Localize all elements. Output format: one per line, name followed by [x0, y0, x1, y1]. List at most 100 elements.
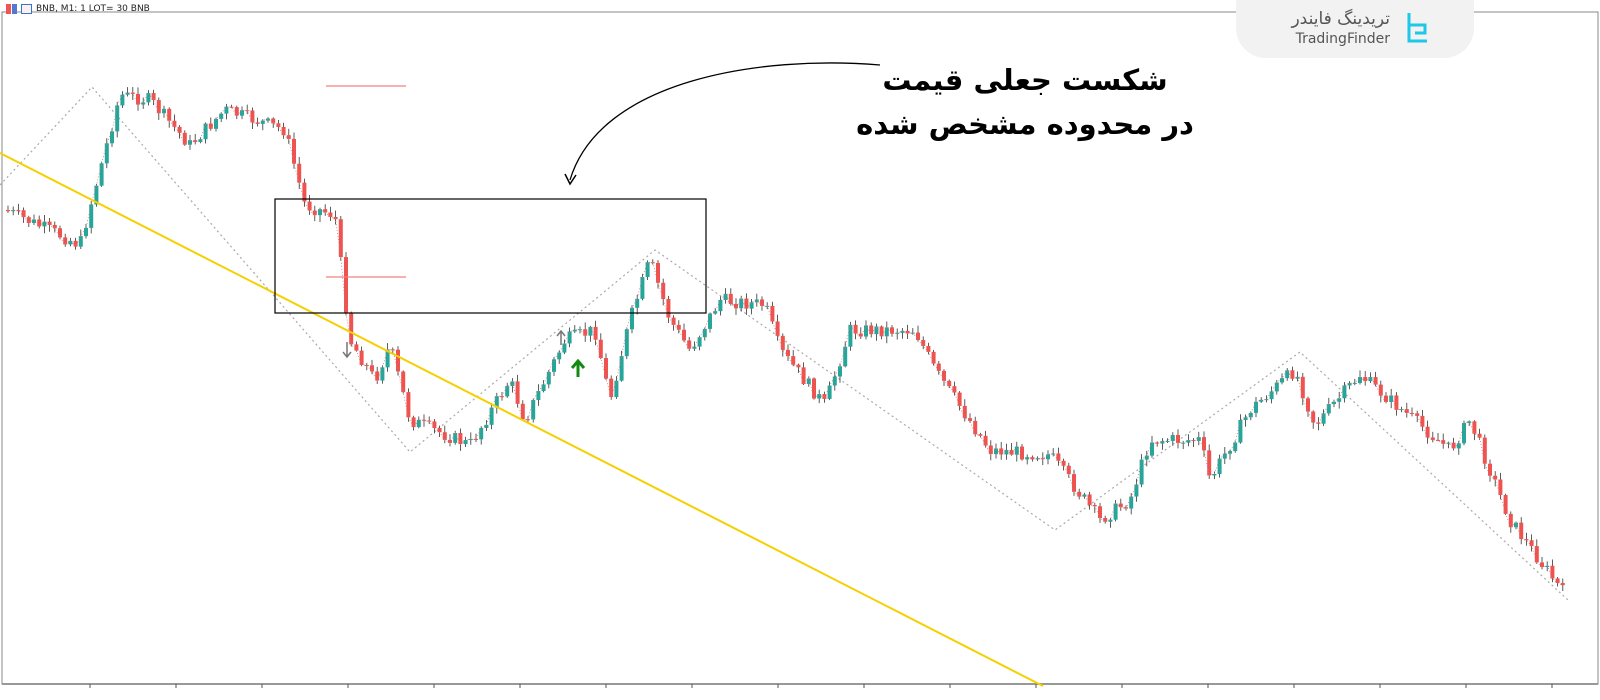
check-icon[interactable]	[21, 4, 32, 14]
bullish-candle	[1274, 382, 1279, 392]
bearish-candle	[583, 329, 588, 336]
bullish-candle	[505, 386, 510, 397]
bearish-candle	[1410, 412, 1414, 414]
bearish-candle	[307, 201, 312, 211]
bearish-candle	[474, 438, 478, 440]
bearish-candle	[375, 371, 380, 381]
bullish-candle	[240, 110, 244, 116]
bullish-candle	[11, 210, 16, 212]
bearish-candle	[422, 419, 426, 421]
buy-entry-arrow-icon	[570, 358, 586, 377]
bullish-candle	[120, 94, 125, 106]
bearish-candle	[1519, 522, 1524, 540]
bearish-candle	[271, 118, 276, 124]
bearish-candle	[962, 405, 967, 419]
bearish-candle	[349, 313, 354, 345]
bullish-candle	[489, 407, 494, 425]
bullish-candle	[1217, 458, 1222, 475]
bearish-candle	[302, 182, 307, 202]
bearish-candle	[167, 108, 172, 121]
bearish-candle	[905, 330, 910, 334]
bearish-candle	[182, 132, 187, 145]
bullish-candle	[214, 118, 218, 129]
bearish-candle	[666, 299, 671, 318]
bullish-candle	[510, 381, 515, 387]
bullish-candle	[198, 139, 203, 143]
bearish-candle	[52, 224, 57, 229]
bearish-candle	[1550, 565, 1555, 579]
bearish-candle	[411, 417, 416, 428]
bearish-candle	[791, 356, 796, 365]
bearish-candle	[234, 107, 239, 116]
bearish-candle	[1477, 433, 1482, 438]
bullish-candle	[32, 219, 36, 224]
bullish-candle	[1238, 420, 1243, 443]
bullish-candle	[463, 440, 468, 445]
bullish-candle	[723, 293, 728, 301]
bearish-candle	[297, 163, 302, 183]
bearish-candle	[515, 381, 520, 404]
bearish-candle	[6, 210, 10, 212]
bullish-candle	[1233, 442, 1238, 452]
bearish-candle	[952, 386, 957, 393]
bearish-candle	[172, 120, 177, 127]
bearish-candle	[312, 210, 317, 216]
bullish-candle	[1326, 404, 1331, 414]
bearish-candle	[406, 392, 411, 418]
bearish-candle	[276, 123, 281, 127]
bullish-candle	[84, 227, 88, 237]
bearish-candle	[1316, 422, 1321, 424]
bearish-candle	[338, 219, 343, 258]
logo-persian-text: تریدینگ فایندر	[1291, 9, 1390, 29]
bearish-candle	[978, 434, 983, 436]
bearish-candle	[1098, 506, 1102, 518]
bearish-candle	[936, 363, 941, 371]
bearish-candle	[390, 349, 395, 351]
bullish-candle	[1254, 401, 1258, 413]
bullish-candle	[203, 123, 208, 140]
bearish-candle	[1488, 463, 1492, 476]
bullish-candle	[1228, 451, 1232, 454]
bearish-candle	[1176, 434, 1180, 443]
bearish-candle	[770, 305, 775, 322]
bullish-candle	[708, 313, 712, 329]
bearish-candle	[1363, 377, 1368, 382]
bullish-candle	[453, 433, 458, 443]
bullish-candle	[494, 396, 499, 408]
bearish-candle	[354, 344, 359, 351]
bearish-candle	[364, 364, 369, 366]
bearish-candle	[760, 299, 764, 306]
bearish-candle	[26, 217, 31, 224]
bullish-candle	[1134, 484, 1139, 497]
bullish-candle	[1269, 391, 1274, 400]
bullish-candle	[1352, 382, 1357, 384]
bullish-candle	[718, 300, 723, 312]
trendline	[0, 152, 1044, 687]
annotation-arrowhead-icon	[564, 173, 577, 186]
bearish-candle	[1436, 439, 1440, 441]
bullish-candle	[1467, 421, 1472, 423]
bullish-candle	[1280, 378, 1284, 383]
bullish-candle	[567, 331, 572, 344]
bullish-candle	[104, 143, 109, 164]
bearish-candle	[208, 123, 213, 129]
bullish-candle	[895, 332, 900, 334]
bearish-candle	[255, 122, 260, 124]
bearish-candle	[661, 282, 666, 300]
bearish-candle	[853, 324, 858, 334]
bearish-candle	[458, 433, 463, 445]
bullish-candle	[843, 346, 848, 367]
bearish-candle	[1056, 453, 1061, 461]
bearish-candle	[520, 403, 525, 420]
bearish-candle	[604, 358, 608, 379]
grid-icon[interactable]	[6, 4, 17, 14]
bullish-candle	[884, 327, 889, 337]
bearish-candle	[437, 427, 442, 433]
bullish-candle	[874, 326, 879, 335]
bullish-candle	[146, 93, 151, 103]
bearish-candle	[63, 237, 68, 245]
bullish-candle	[1347, 383, 1352, 386]
bearish-candle	[1290, 370, 1295, 379]
bearish-candle	[1207, 450, 1212, 476]
